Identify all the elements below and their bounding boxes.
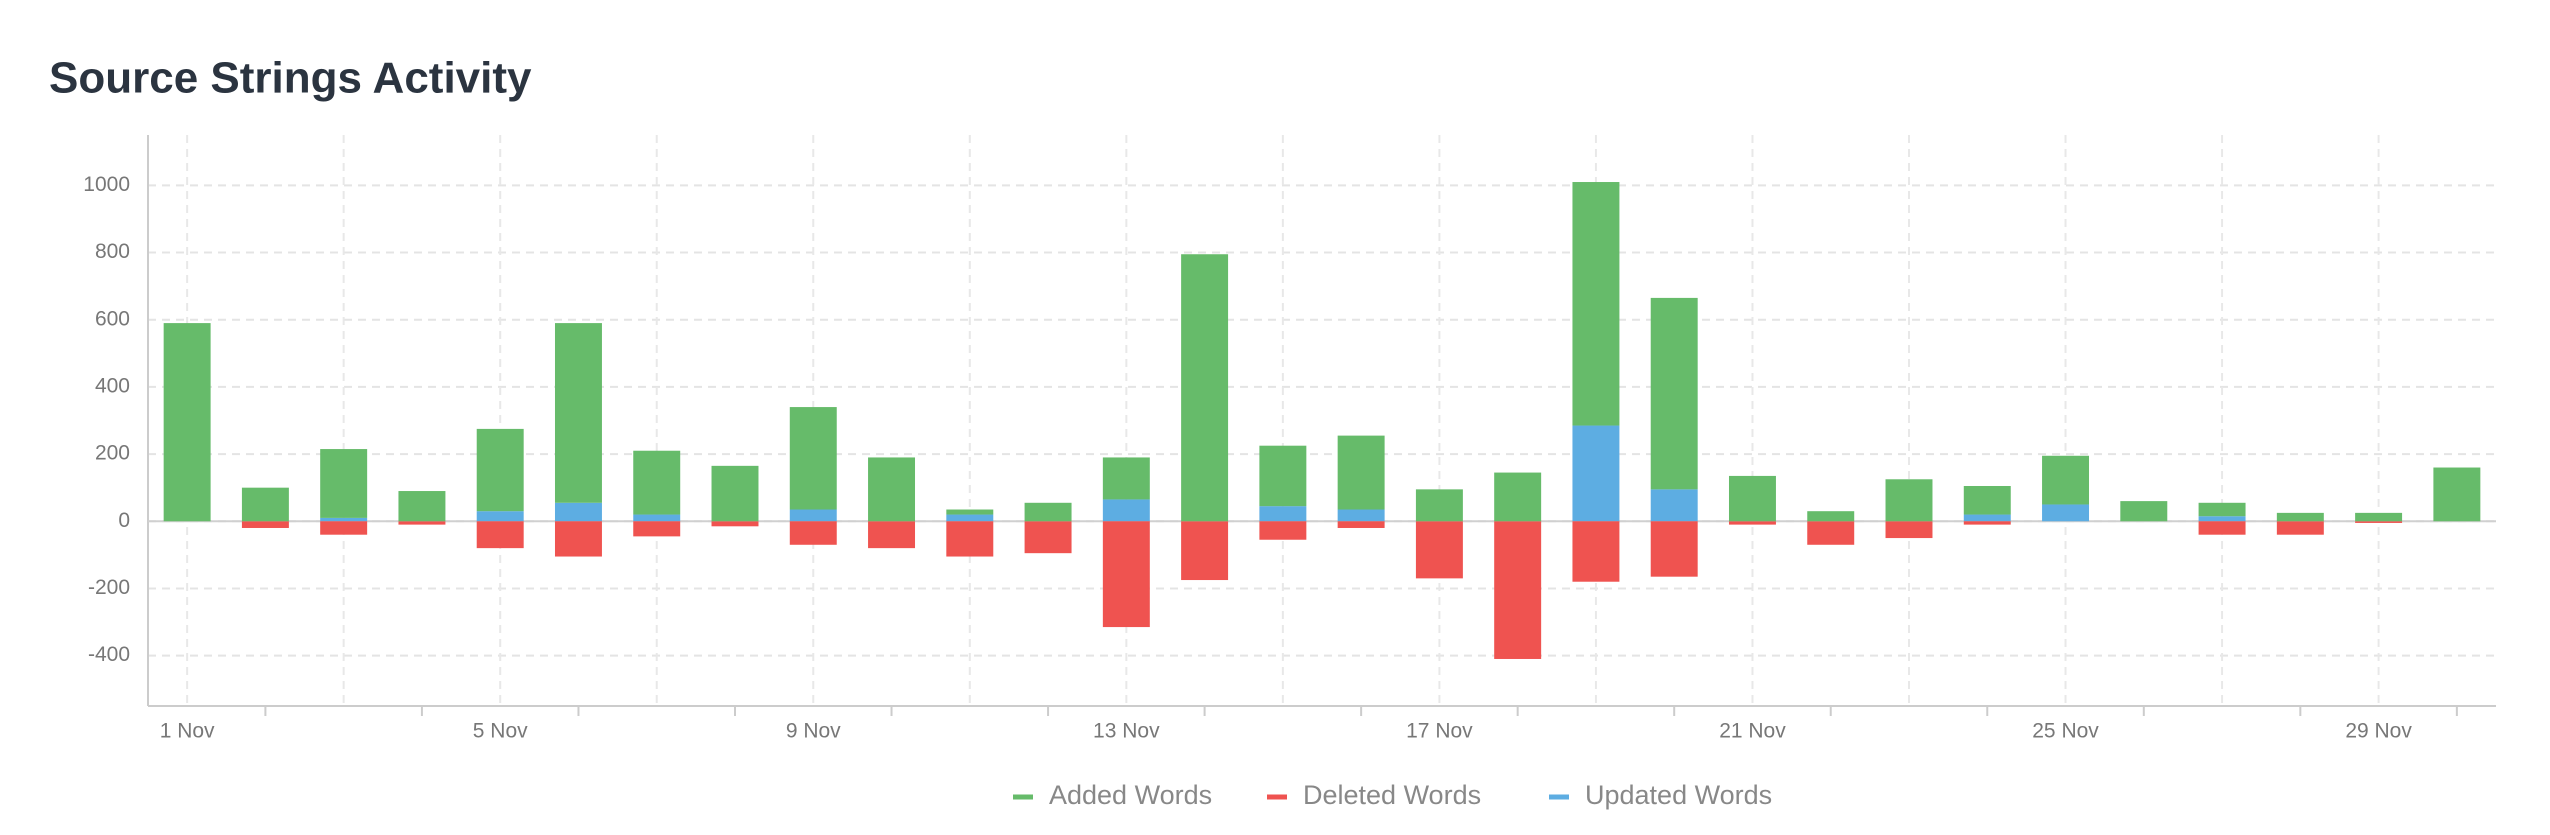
bar — [1259, 506, 1307, 522]
bar — [398, 521, 446, 525]
bar — [1572, 425, 1620, 522]
bar — [2198, 502, 2246, 517]
legend-label: Updated Words — [1585, 780, 1772, 810]
x-tick-label: 25 Nov — [2032, 720, 2099, 743]
bar — [320, 517, 368, 522]
y-tick-label: 600 — [95, 307, 130, 330]
bar — [1415, 521, 1463, 579]
bar — [554, 502, 602, 522]
bar — [476, 428, 524, 512]
bar — [1337, 435, 1385, 510]
bar — [789, 521, 837, 545]
bar — [1650, 521, 1698, 577]
bar — [1728, 475, 1776, 522]
bar — [1963, 514, 2011, 522]
bar — [1024, 521, 1072, 554]
bar — [1415, 489, 1463, 522]
bar — [1572, 182, 1620, 426]
bar — [1181, 254, 1229, 522]
bar — [476, 521, 524, 549]
bar — [868, 457, 916, 522]
bar — [711, 465, 759, 522]
bar — [946, 521, 994, 557]
bar — [1337, 521, 1385, 528]
bar — [1650, 489, 1698, 522]
x-tick-label: 21 Nov — [1719, 720, 1786, 743]
x-tick-label: 13 Nov — [1093, 720, 1160, 743]
bar — [320, 521, 368, 535]
bar — [1885, 521, 1933, 539]
bar — [1024, 502, 1072, 522]
bar — [633, 450, 681, 515]
legend-label: Deleted Words — [1303, 780, 1481, 810]
bar — [1650, 297, 1698, 490]
bar — [2042, 455, 2090, 505]
bar — [2198, 516, 2246, 522]
bar — [320, 449, 368, 518]
bar — [2276, 521, 2324, 535]
bar — [1259, 445, 1307, 507]
y-tick-label: 800 — [95, 240, 130, 263]
bar — [2355, 521, 2403, 523]
bar — [633, 521, 681, 537]
bar — [1494, 521, 1542, 659]
y-tick-label: 1000 — [83, 173, 130, 196]
bar — [946, 509, 994, 515]
bar — [1181, 521, 1229, 581]
bar — [789, 509, 837, 522]
bar — [1885, 479, 1933, 522]
bar — [2433, 467, 2481, 522]
bar — [2042, 504, 2090, 522]
bar — [2276, 512, 2324, 522]
bar — [711, 521, 759, 527]
bar — [398, 491, 446, 522]
y-tick-label: -200 — [88, 576, 130, 599]
bar — [163, 323, 211, 522]
bar — [1963, 485, 2011, 515]
bar — [1728, 521, 1776, 525]
bar — [1963, 521, 2011, 525]
x-tick-label: 1 Nov — [160, 720, 215, 743]
bar — [2120, 501, 2168, 522]
x-tick-label: 29 Nov — [2345, 720, 2412, 743]
y-tick-label: 200 — [95, 442, 130, 465]
chart-title: Source Strings Activity — [49, 54, 532, 103]
bar — [1259, 521, 1307, 540]
bar — [1807, 521, 1855, 545]
bar — [1337, 509, 1385, 522]
bar — [2198, 521, 2246, 535]
bar — [1807, 511, 1855, 522]
y-tick-label: 0 — [118, 509, 130, 532]
x-tick-label: 17 Nov — [1406, 720, 1473, 743]
bar — [476, 511, 524, 522]
bar — [241, 521, 289, 528]
x-tick-label: 9 Nov — [786, 720, 841, 743]
bar — [554, 323, 602, 503]
bar — [868, 521, 916, 549]
bar — [2355, 512, 2403, 522]
y-tick-label: 400 — [95, 374, 130, 397]
y-tick-label: -400 — [88, 643, 130, 666]
bar — [1102, 521, 1150, 628]
bar — [946, 514, 994, 522]
bar — [554, 521, 602, 557]
legend-label: Added Words — [1049, 780, 1212, 810]
bar — [789, 407, 837, 510]
bar — [633, 514, 681, 522]
bar — [1494, 472, 1542, 522]
bar — [1102, 499, 1150, 522]
bar — [1572, 521, 1620, 582]
x-tick-label: 5 Nov — [473, 720, 528, 743]
bar — [241, 487, 289, 522]
bar — [1102, 457, 1150, 500]
